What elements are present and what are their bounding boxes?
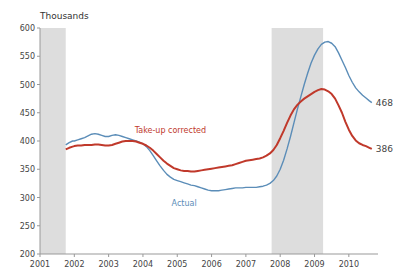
plot-area [40,28,372,254]
x-tick-label: 2008 [270,260,290,269]
y-tick [37,84,40,85]
y-axis-label: Thousands [39,11,89,21]
y-tick [37,197,40,198]
y-tick [37,141,40,142]
x-tick-label: 2010 [339,260,359,269]
y-tick-label: 450 [20,109,35,118]
x-tick-label: 2006 [201,260,221,269]
x-tick-label: 2001 [30,260,50,269]
y-tick-label: 600 [20,24,35,33]
x-tick [108,254,109,257]
series-line [66,89,372,171]
y-tick-label: 500 [20,81,35,90]
series-label: Actual [172,199,197,208]
y-tick [37,112,40,113]
x-tick-label: 2009 [304,260,324,269]
x-tick [211,254,212,257]
y-tick-label: 250 [20,222,35,231]
end-label: 468 [376,98,393,108]
y-tick [37,254,40,255]
x-tick [348,254,349,257]
y-tick [37,169,40,170]
series-label: Take-up corrected [134,126,206,135]
x-tick [74,254,75,257]
y-tick-label: 550 [20,52,35,61]
x-tick [314,254,315,257]
recession-band [40,28,66,254]
x-tick-label: 2004 [133,260,153,269]
x-tick-label: 2007 [236,260,256,269]
x-tick-label: 2002 [64,260,84,269]
x-tick-label: 2003 [98,260,118,269]
y-tick-label: 300 [20,194,35,203]
y-tick-label: 350 [20,165,35,174]
x-tick-label: 2005 [167,260,187,269]
series-line [66,42,372,191]
x-tick [280,254,281,257]
y-tick-label: 200 [20,250,35,259]
chart: 2001 2002 2003 2004 2005 2006 2007 2008 2009 2010… [0,0,420,280]
y-tick [37,225,40,226]
x-tick [245,254,246,257]
x-axis [40,254,378,255]
y-tick [37,56,40,57]
y-tick-label: 400 [20,137,35,146]
y-tick [37,28,40,29]
end-label: 386 [376,144,393,154]
x-tick [142,254,143,257]
x-tick [177,254,178,257]
